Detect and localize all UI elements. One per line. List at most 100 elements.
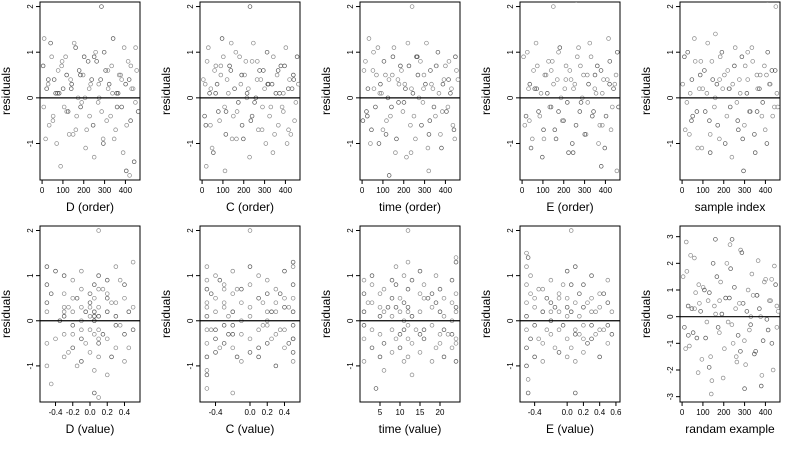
- data-point: [573, 327, 578, 333]
- data-point: [767, 298, 772, 303]
- data-point: [384, 118, 389, 123]
- data-point: [532, 86, 538, 91]
- data-point: [389, 277, 395, 283]
- x-tick-label: 100: [376, 186, 390, 195]
- data-point: [568, 228, 574, 233]
- data-point: [762, 127, 768, 133]
- data-point: [597, 327, 602, 333]
- data-point: [248, 118, 254, 123]
- y-tick-label: -1: [186, 139, 195, 147]
- data-point: [96, 314, 101, 319]
- data-point: [109, 63, 114, 69]
- data-point: [83, 309, 88, 314]
- data-point: [532, 304, 537, 310]
- data-point: [448, 91, 453, 96]
- data-point: [281, 109, 286, 114]
- data-point: [433, 63, 439, 69]
- data-point: [453, 309, 459, 314]
- data-point: [90, 122, 96, 128]
- data-point: [736, 127, 741, 133]
- data-point: [606, 36, 611, 41]
- data-point: [104, 309, 110, 314]
- data-point: [70, 309, 76, 314]
- plot-frame: [359, 1, 461, 181]
- data-point: [85, 59, 91, 64]
- data-point: [364, 109, 369, 114]
- data-point: [221, 286, 227, 292]
- data-point: [534, 86, 539, 91]
- data-point: [101, 49, 107, 55]
- points-group: [680, 237, 780, 397]
- data-point: [373, 386, 379, 391]
- data-point: [290, 323, 296, 328]
- data-point: [377, 91, 383, 96]
- data-point: [247, 314, 253, 319]
- data-point: [730, 81, 735, 87]
- plot-frame: [199, 225, 301, 403]
- data-point: [573, 390, 578, 396]
- data-point: [722, 141, 728, 146]
- data-point: [252, 100, 257, 105]
- data-point: [453, 336, 459, 342]
- data-point: [433, 345, 439, 351]
- data-point: [379, 91, 384, 96]
- data-point: [400, 109, 406, 114]
- data-point: [213, 327, 218, 333]
- data-point: [738, 349, 743, 354]
- data-point: [256, 127, 261, 133]
- data-point: [371, 86, 377, 91]
- data-point: [425, 145, 431, 151]
- data-point: [66, 304, 71, 310]
- data-point: [110, 36, 116, 41]
- data-point: [687, 132, 692, 137]
- data-point: [393, 264, 399, 269]
- data-point: [264, 323, 270, 328]
- x-tick-label: 100: [696, 408, 710, 417]
- data-point: [707, 132, 713, 137]
- data-point: [765, 327, 771, 333]
- x-axis-label: time (order): [379, 200, 441, 214]
- data-point: [586, 81, 591, 87]
- data-point: [568, 282, 574, 287]
- data-point: [104, 118, 109, 123]
- data-point: [687, 343, 692, 349]
- data-point: [757, 72, 763, 78]
- data-point: [96, 341, 101, 346]
- data-point: [405, 40, 411, 46]
- data-point: [56, 91, 62, 96]
- data-point: [204, 354, 210, 360]
- data-point: [361, 277, 367, 283]
- data-point: [405, 323, 411, 328]
- x-tick-label: 0: [200, 186, 205, 195]
- data-point: [397, 345, 403, 351]
- data-point: [213, 309, 218, 314]
- data-point: [749, 45, 755, 50]
- y-tick-label: 0: [186, 95, 195, 100]
- data-point: [438, 132, 443, 137]
- x-axis-label: D (order): [66, 200, 114, 214]
- data-point: [763, 277, 768, 282]
- data-point: [455, 77, 460, 82]
- data-point: [764, 72, 769, 78]
- data-point: [66, 132, 72, 137]
- data-point: [546, 59, 551, 64]
- data-point: [745, 287, 751, 293]
- data-point: [560, 118, 565, 123]
- data-point: [247, 304, 253, 310]
- x-tick-label: 300: [258, 186, 272, 195]
- data-point: [96, 395, 101, 400]
- data-point: [204, 300, 210, 305]
- data-point: [693, 290, 698, 295]
- data-point: [608, 127, 614, 133]
- data-point: [404, 154, 409, 160]
- data-point: [44, 264, 50, 269]
- residual-panel-8: 5 10 15 20 -1 0 1 2 time (value) residuals: [319, 225, 461, 436]
- data-point: [104, 372, 110, 378]
- y-axis-label: residuals: [639, 290, 653, 338]
- points-group: [680, 2, 780, 174]
- data-point: [133, 45, 138, 50]
- x-tick-label: 100: [56, 186, 70, 195]
- data-point: [773, 282, 778, 287]
- data-point: [593, 309, 598, 314]
- data-point: [369, 327, 375, 333]
